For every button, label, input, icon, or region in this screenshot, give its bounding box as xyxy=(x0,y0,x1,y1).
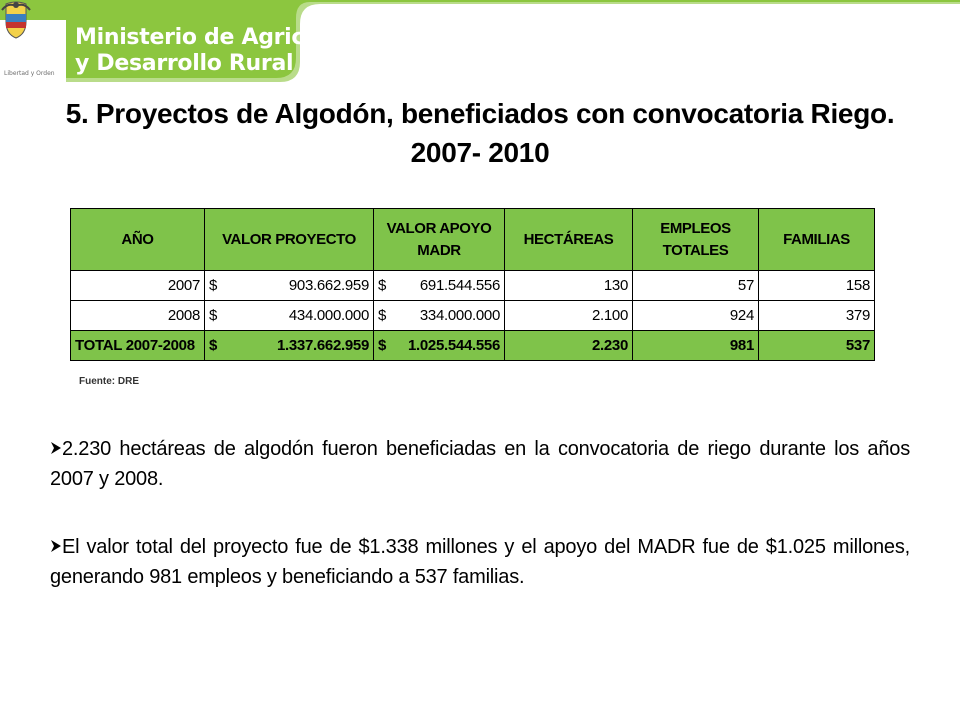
table-row: 2007 $903.662.959 $691.544.556 130 57 15… xyxy=(70,270,875,301)
bullet-text: 2.230 hectáreas de algodón fueron benefi… xyxy=(50,438,910,490)
ministry-line-2: y Desarrollo Rural xyxy=(75,51,294,76)
cell-anio: 2007 xyxy=(70,270,205,301)
cell-empleos: 57 xyxy=(632,270,759,301)
col-header-hectareas: HECTÁREAS xyxy=(504,208,633,271)
cell-valor-apoyo: $334.000.000 xyxy=(373,300,505,331)
table-source: Fuente: DRE xyxy=(79,376,139,387)
table-total-row: TOTAL 2007-2008 $1.337.662.959 $1.025.54… xyxy=(70,330,875,361)
currency-sign: $ xyxy=(378,277,387,294)
currency-sign: $ xyxy=(378,337,387,354)
valor-apoyo-value: 334.000.000 xyxy=(419,307,500,324)
cell-total-valor-proyecto: $1.337.662.959 xyxy=(204,330,374,361)
total-valor-apoyo-value: 1.025.544.556 xyxy=(407,337,500,354)
currency-sign: $ xyxy=(378,307,387,324)
col-header-valor-apoyo: VALOR APOYO MADR xyxy=(373,208,505,271)
header-band: Libertad y Orden Ministerio de Agricultu… xyxy=(0,0,960,85)
cell-total-valor-apoyo: $1.025.544.556 xyxy=(373,330,505,361)
motto-text: Libertad y Orden xyxy=(4,70,55,77)
currency-sign: $ xyxy=(209,307,218,324)
cell-familias: 158 xyxy=(758,270,875,301)
valor-proyecto-value: 434.000.000 xyxy=(288,307,369,324)
table-header-row: AÑO VALOR PROYECTO VALOR APOYO MADR HECT… xyxy=(70,208,875,271)
valor-proyecto-value: 903.662.959 xyxy=(288,277,369,294)
col-header-empleos: EMPLEOS TOTALES xyxy=(632,208,759,271)
table-row: 2008 $434.000.000 $334.000.000 2.100 924… xyxy=(70,300,875,331)
cell-valor-apoyo: $691.544.556 xyxy=(373,270,505,301)
currency-sign: $ xyxy=(209,337,218,354)
valor-apoyo-value: 691.544.556 xyxy=(419,277,500,294)
cell-empleos: 924 xyxy=(632,300,759,331)
arrow-bullet-icon xyxy=(51,540,61,552)
col-header-empleos-line2: TOTALES xyxy=(662,241,729,259)
ministry-line-1: Ministerio de Agricultura xyxy=(75,25,378,50)
bullet-text: El valor total del proyecto fue de $1.33… xyxy=(50,536,910,588)
col-header-valor-apoyo-line1: VALOR APOYO xyxy=(386,219,492,237)
ministry-name: Ministerio de Agricultura y Desarrollo R… xyxy=(75,25,378,77)
projects-table: AÑO VALOR PROYECTO VALOR APOYO MADR HECT… xyxy=(70,208,875,361)
cell-anio: 2008 xyxy=(70,300,205,331)
cell-familias: 379 xyxy=(758,300,875,331)
cell-total-hectareas: 2.230 xyxy=(504,330,633,361)
col-header-valor-apoyo-line2: MADR xyxy=(417,241,461,259)
page-title: 5. Proyectos de Algodón, beneficiados co… xyxy=(65,98,895,168)
col-header-empleos-line1: EMPLEOS xyxy=(660,219,731,237)
cell-total-empleos: 981 xyxy=(632,330,759,361)
col-header-anio: AÑO xyxy=(70,208,205,271)
col-header-familias: FAMILIAS xyxy=(758,208,875,271)
currency-sign: $ xyxy=(209,277,218,294)
arrow-bullet-icon xyxy=(51,442,61,454)
cell-total-familias: 537 xyxy=(758,330,875,361)
cell-hectareas: 130 xyxy=(504,270,633,301)
cell-valor-proyecto: $903.662.959 xyxy=(204,270,374,301)
col-header-valor-proyecto: VALOR PROYECTO xyxy=(204,208,374,271)
total-valor-proyecto-value: 1.337.662.959 xyxy=(276,337,369,354)
coat-of-arms-icon xyxy=(1,1,31,39)
cell-valor-proyecto: $434.000.000 xyxy=(204,300,374,331)
bullet-item: El valor total del proyecto fue de $1.33… xyxy=(50,532,910,592)
cell-total-label: TOTAL 2007-2008 xyxy=(70,330,205,361)
cell-hectareas: 2.100 xyxy=(504,300,633,331)
bullet-item: 2.230 hectáreas de algodón fueron benefi… xyxy=(50,434,910,494)
projects-table-container: AÑO VALOR PROYECTO VALOR APOYO MADR HECT… xyxy=(70,208,875,361)
